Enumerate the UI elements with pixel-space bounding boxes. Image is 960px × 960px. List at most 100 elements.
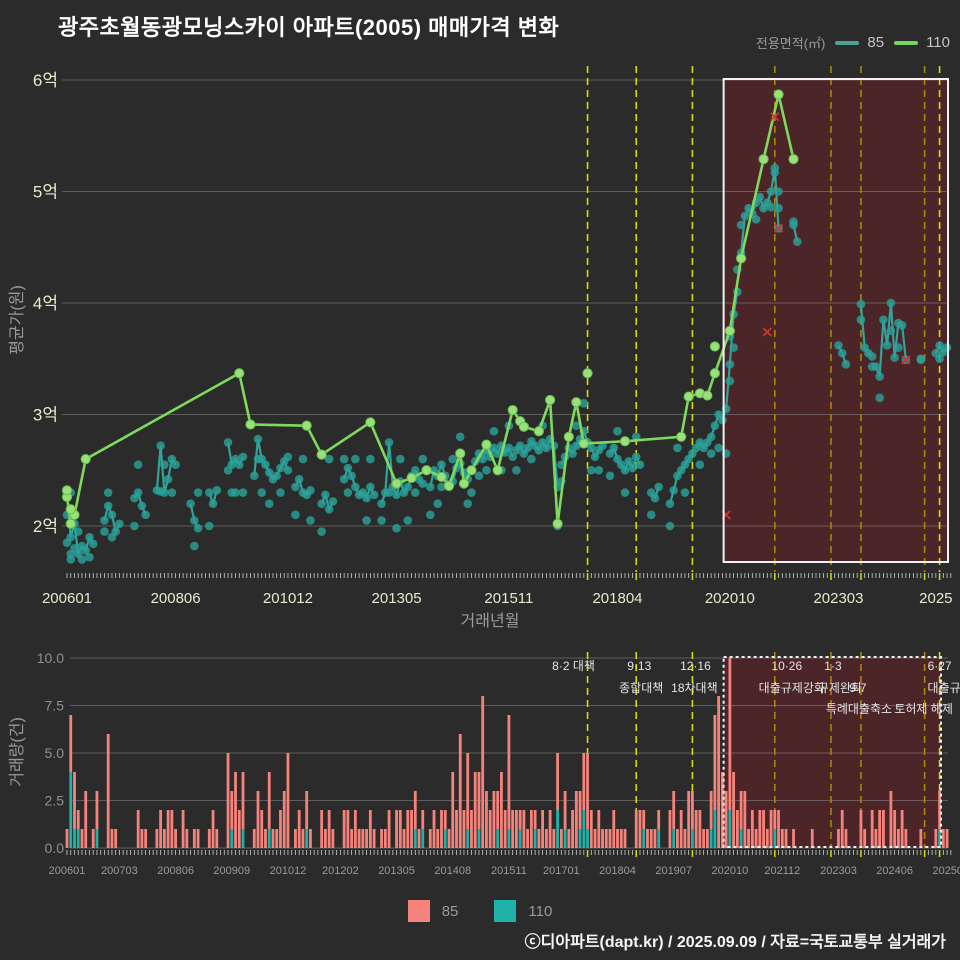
volume-bar-85[interactable] xyxy=(267,772,271,829)
price-point-85[interactable] xyxy=(410,488,420,497)
volume-bar-85[interactable] xyxy=(544,829,548,848)
volume-bar-85[interactable] xyxy=(353,810,357,848)
price-point-85[interactable] xyxy=(362,516,371,525)
price-point-110[interactable] xyxy=(788,154,799,165)
price-point-85[interactable] xyxy=(167,488,177,497)
volume-bar-85[interactable] xyxy=(368,810,372,848)
price-point-110[interactable] xyxy=(545,394,556,406)
volume-bar-85[interactable] xyxy=(698,810,702,848)
volume-bar-85[interactable] xyxy=(507,715,511,829)
price-point-85[interactable] xyxy=(212,486,222,495)
price-point-85[interactable] xyxy=(205,521,214,531)
price-point-110[interactable] xyxy=(578,438,589,449)
volume-bar-85[interactable] xyxy=(470,810,473,848)
volume-bar-85[interactable] xyxy=(676,829,679,848)
volume-bar-85[interactable] xyxy=(320,810,324,848)
volume-bar-110[interactable] xyxy=(477,829,481,848)
price-point-110[interactable] xyxy=(773,89,784,100)
volume-bar-85[interactable] xyxy=(533,810,537,829)
price-point-85[interactable] xyxy=(351,482,360,492)
price-point-85[interactable] xyxy=(789,217,798,226)
price-point-85[interactable] xyxy=(190,516,199,525)
volume-bar-85[interactable] xyxy=(792,829,795,848)
volume-bar-85[interactable] xyxy=(159,810,163,848)
volume-bar-85[interactable] xyxy=(810,829,814,848)
volume-bar-85[interactable] xyxy=(413,791,417,829)
volume-bar-85[interactable] xyxy=(578,791,582,829)
volume-bar-85[interactable] xyxy=(709,791,713,829)
price-point-85[interactable] xyxy=(474,471,484,481)
price-point-85[interactable] xyxy=(81,546,91,555)
price-point-85[interactable] xyxy=(85,532,94,542)
volume-bar-85[interactable] xyxy=(574,791,578,848)
volume-bar-85[interactable] xyxy=(114,829,118,848)
volume-bar-85[interactable] xyxy=(500,772,503,848)
volume-bar-85[interactable] xyxy=(679,810,683,848)
volume-bar-85[interactable] xyxy=(638,810,642,848)
volume-bar-85[interactable] xyxy=(361,829,365,848)
price-point-85[interactable] xyxy=(130,521,139,531)
volume-bar-85[interactable] xyxy=(162,829,166,848)
volume-bar-85[interactable] xyxy=(256,791,260,848)
price-point-85[interactable] xyxy=(837,348,847,358)
price-point-85[interactable] xyxy=(205,488,214,497)
price-point-110[interactable] xyxy=(391,478,402,489)
price-point-85[interactable] xyxy=(725,360,735,369)
volume-bar-85[interactable] xyxy=(739,791,743,829)
volume-bar-85[interactable] xyxy=(488,810,492,848)
price-point-85[interactable] xyxy=(729,343,738,352)
price-point-85[interactable] xyxy=(208,499,218,509)
price-point-85[interactable] xyxy=(234,460,244,469)
volume-bar-85[interactable] xyxy=(769,810,773,848)
price-point-110[interactable] xyxy=(492,465,503,476)
price-point-110[interactable] xyxy=(724,325,735,336)
bar-legend-item-110[interactable]: 110 xyxy=(494,900,552,922)
price-point-85[interactable] xyxy=(572,421,581,430)
price-point-85[interactable] xyxy=(298,454,308,464)
volume-bar-85[interactable] xyxy=(784,829,788,848)
volume-bar-85[interactable] xyxy=(589,810,593,848)
volume-bar-85[interactable] xyxy=(724,791,728,848)
volume-bar-85[interactable] xyxy=(301,829,305,848)
volume-bar-85[interactable] xyxy=(874,829,878,848)
volume-bar-85[interactable] xyxy=(324,829,327,848)
volume-bar-85[interactable] xyxy=(511,810,515,848)
price-point-110[interactable] xyxy=(406,472,417,484)
price-point-85[interactable] xyxy=(347,471,356,481)
price-point-110[interactable] xyxy=(518,421,529,432)
price-point-85[interactable] xyxy=(253,434,263,444)
volume-bar-85[interactable] xyxy=(728,658,732,810)
volume-bar-110[interactable] xyxy=(728,810,732,848)
volume-bar-85[interactable] xyxy=(76,810,80,829)
price-point-85[interactable] xyxy=(665,499,675,509)
price-point-85[interactable] xyxy=(186,499,195,509)
legend-item-85[interactable]: 85 xyxy=(835,34,884,51)
price-point-85[interactable] xyxy=(609,443,619,453)
price-point-110[interactable] xyxy=(365,417,376,428)
volume-bar-85[interactable] xyxy=(672,791,676,829)
volume-bar-110[interactable] xyxy=(466,829,470,848)
price-point-85[interactable] xyxy=(377,516,386,525)
volume-bar-85[interactable] xyxy=(612,810,616,848)
price-point-85[interactable] xyxy=(425,482,435,492)
volume-bar-85[interactable] xyxy=(84,791,88,848)
volume-bar-85[interactable] xyxy=(541,810,545,848)
price-point-85[interactable] xyxy=(362,493,371,503)
volume-bar-85[interactable] xyxy=(863,829,867,848)
price-point-85[interactable] xyxy=(875,393,884,403)
price-point-85[interactable] xyxy=(527,454,536,464)
price-point-110[interactable] xyxy=(552,518,563,529)
price-point-85[interactable] xyxy=(572,441,581,451)
price-point-110[interactable] xyxy=(758,154,769,165)
price-point-85[interactable] xyxy=(706,432,716,442)
price-point-85[interactable] xyxy=(875,372,884,381)
volume-bar-85[interactable] xyxy=(657,810,661,829)
price-point-85[interactable] xyxy=(579,399,589,408)
volume-bar-85[interactable] xyxy=(305,791,309,829)
volume-bar-110[interactable] xyxy=(563,829,567,848)
price-point-85[interactable] xyxy=(437,460,446,469)
price-point-85[interactable] xyxy=(410,465,420,475)
volume-bar-85[interactable] xyxy=(346,810,350,848)
price-point-85[interactable] xyxy=(751,215,761,224)
price-point-110[interactable] xyxy=(436,471,447,483)
